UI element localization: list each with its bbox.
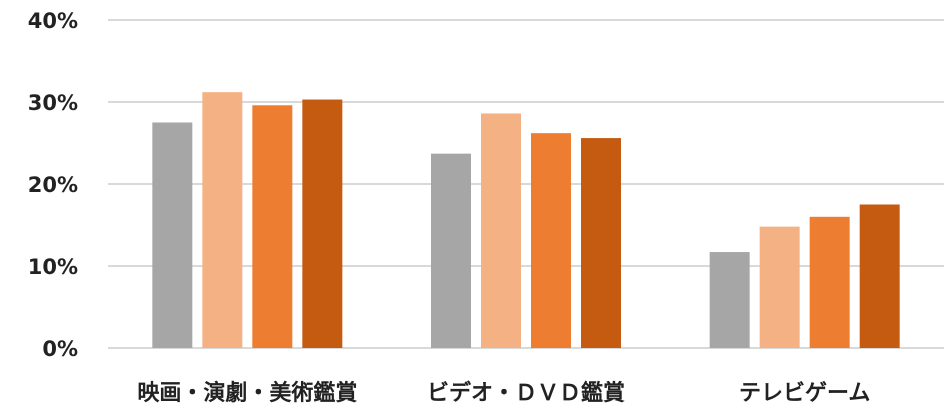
y-tick-label: 40% (28, 9, 78, 33)
y-tick-label: 10% (28, 255, 78, 279)
bar-0-series-1 (202, 92, 243, 348)
bars (152, 92, 900, 348)
gridlines (108, 19, 944, 349)
y-tick-label: 0% (42, 337, 78, 361)
bar-1-series-1 (481, 113, 521, 348)
bar-2-series-2 (809, 216, 850, 348)
category-label: テレビゲーム (739, 381, 870, 406)
bar-0-series-0 (152, 122, 193, 348)
bar-0-series-2 (252, 105, 293, 348)
bar-0-series-3 (302, 99, 343, 348)
y-tick-label: 30% (28, 91, 78, 115)
bar-2-series-3 (859, 204, 900, 348)
bar-1-series-2 (531, 133, 571, 348)
category-labels: 映画・演劇・美術鑑賞 ビデオ・ＤＶＤ鑑賞 テレビゲーム (137, 380, 870, 406)
y-axis-tick-labels: 0% 10% 20% 30% 40% (28, 9, 78, 361)
bar-1-series-0 (431, 153, 471, 348)
bar-1-series-3 (581, 138, 621, 348)
y-tick-label: 20% (28, 173, 78, 197)
category-label: ビデオ・ＤＶＤ鑑賞 (427, 380, 625, 406)
category-label: 映画・演劇・美術鑑賞 (137, 380, 357, 406)
bar-2-series-0 (709, 252, 750, 348)
bar-2-series-1 (759, 226, 800, 348)
